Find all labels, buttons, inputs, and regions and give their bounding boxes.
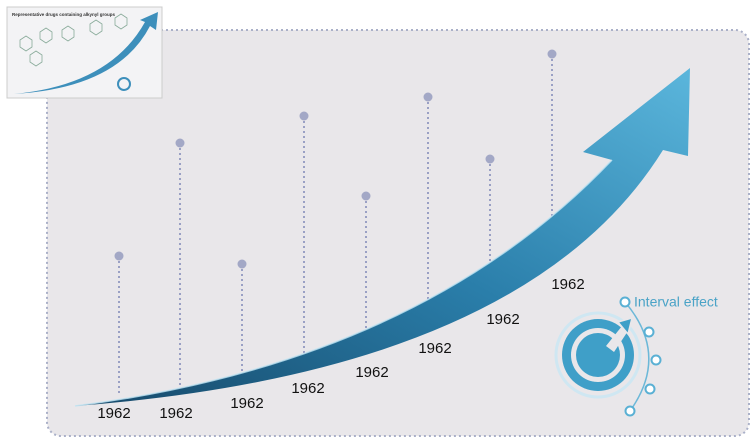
year-label: 1962 [418,340,451,357]
pin-head [237,259,247,269]
thumbnail-icon [117,77,131,91]
icon-halo [554,311,642,399]
interval-icon: Interval effect [554,294,718,417]
pin-head [423,92,433,102]
icon-arc [624,301,650,412]
pin-head [547,49,557,59]
thumbnail: Representative drugs containing alkynyl … [6,6,163,99]
year-label: 1962 [159,405,192,422]
year-label: 1962 [551,276,584,293]
year-labels: 1962 1962 1962 1962 1962 1962 1962 1962 [97,276,584,422]
pin-head [361,191,371,201]
thumbnail-title: Representative drugs containing alkynyl … [12,12,116,17]
icon-dart [606,326,628,352]
thumbnail-frame [6,6,163,99]
growth-arrow [75,68,690,406]
year-label: 1962 [291,380,324,397]
year-label: 1962 [486,311,519,328]
icon-label: Interval effect [634,294,718,310]
thumbnail-structures [19,13,128,67]
pin-head [485,154,495,164]
thumbnail-arrow [14,12,158,94]
year-label: 1962 [230,395,263,412]
icon-dart-tip [616,316,634,336]
pin-head [175,138,185,148]
pin-head [299,111,309,121]
pin-head [114,251,124,261]
year-label: 1962 [355,364,388,381]
arrow-highlight [74,159,613,407]
year-label: 1962 [97,405,130,422]
icon-dots [619,296,662,417]
